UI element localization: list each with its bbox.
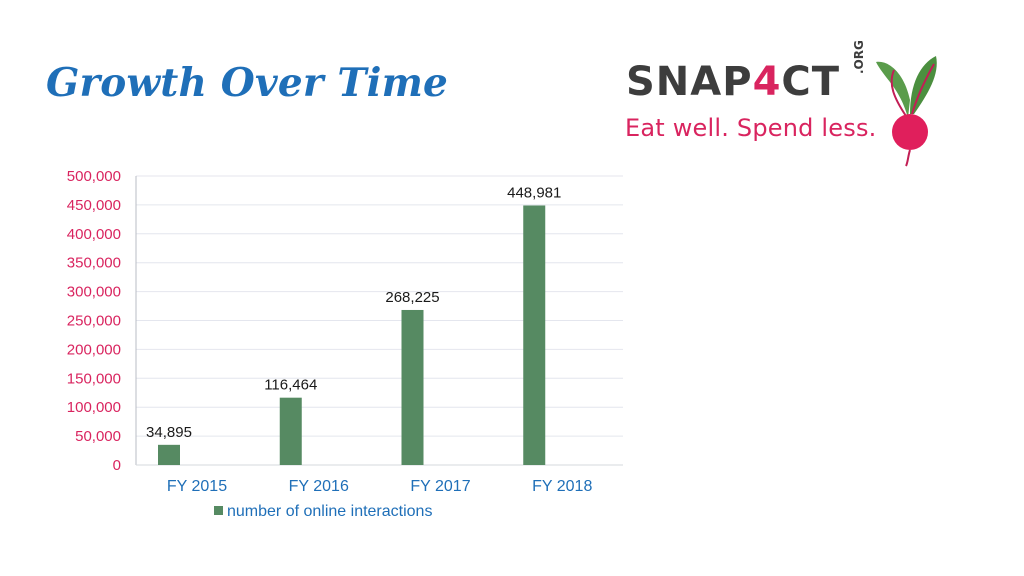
y-tick-label: 50,000 [75,428,121,445]
beet-icon [876,56,937,167]
x-tick-label: FY 2016 [289,478,349,495]
y-tick-label: 350,000 [67,255,121,272]
y-tick-label: 400,000 [67,226,121,243]
y-tick-label: 100,000 [67,399,121,416]
x-tick-label: FY 2015 [167,478,227,495]
chart-legend: number of online interactions [214,503,432,521]
data-label: 448,981 [507,184,561,201]
data-label: 116,464 [264,377,317,394]
bar [401,309,424,465]
page-title: Growth Over Time [46,60,449,106]
logo-wordmark-digit: 4 [752,59,782,105]
snap4ct-logo: SNAP4CT .ORG Eat well. Spend less. [620,40,950,168]
y-tick-label: 450,000 [67,197,121,214]
y-tick-label: 150,000 [67,370,121,387]
data-label: 34,895 [146,424,192,441]
y-tick-label: 250,000 [67,313,121,330]
x-tick-label: FY 2018 [532,478,592,495]
legend-label: number of online interactions [227,503,433,520]
logo-tagline: Eat well. Spend less. [625,114,877,142]
bar [158,444,180,465]
bar [279,397,302,465]
y-tick-label: 500,000 [67,168,121,185]
logo-wordmark-prefix: SNAP [626,59,753,105]
data-label: 268,225 [385,289,439,306]
y-tick-label: 200,000 [67,341,121,358]
bar [523,205,546,465]
legend-swatch [214,506,223,516]
y-tick-label: 0 [113,457,121,474]
x-tick-label: FY 2017 [410,478,470,495]
logo-wordmark-suffix: CT [781,59,841,105]
logo-wordmark: SNAP4CT [626,62,840,102]
y-tick-label: 300,000 [67,284,121,301]
